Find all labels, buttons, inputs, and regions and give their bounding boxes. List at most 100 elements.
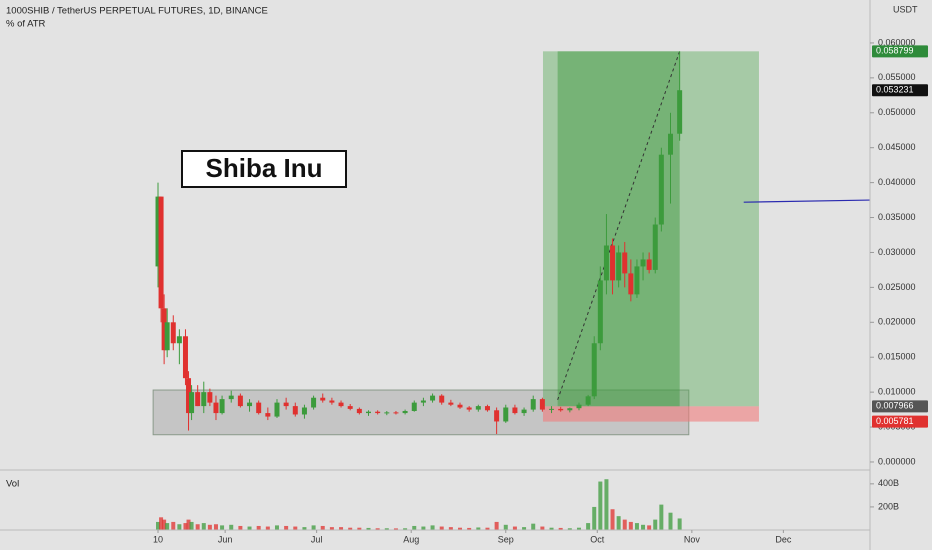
candle-body <box>329 400 335 403</box>
volume-bar <box>207 524 212 530</box>
volume-bar <box>512 526 517 530</box>
volume-bar <box>485 527 490 530</box>
x-tick-label: Nov <box>684 534 701 544</box>
volume-bar <box>567 528 572 530</box>
candle-body <box>411 402 417 411</box>
volume-bar <box>195 524 200 530</box>
y-tick-label: 0.060000 <box>878 37 916 47</box>
volume-bar <box>189 521 194 530</box>
candle-body <box>356 408 362 414</box>
volume-bar <box>171 521 176 530</box>
volume-bar <box>653 519 658 530</box>
volume-bar <box>412 525 417 530</box>
price-tag-label: 0.007966 <box>876 401 914 411</box>
y-tick-label: 0.055000 <box>878 72 916 82</box>
chart-title: 1000SHIB / TetherUS PERPETUAL FUTURES, 1… <box>6 6 268 17</box>
candle-body <box>646 259 652 270</box>
volume-bar <box>531 523 536 530</box>
candle-body <box>189 392 195 414</box>
candle-body <box>301 407 307 415</box>
candle-body <box>539 399 545 410</box>
volume-label: Vol <box>6 479 19 490</box>
volume-bar <box>329 527 334 530</box>
candle-body <box>628 273 634 295</box>
volume-bar <box>201 523 206 530</box>
profit-zone <box>542 51 759 407</box>
x-tick-label: Aug <box>403 534 419 544</box>
candle-body <box>384 412 390 414</box>
volume-bar <box>339 527 344 530</box>
volume-bar <box>598 481 603 530</box>
price-tag-label: 0.005781 <box>876 416 914 426</box>
candle-body <box>576 404 582 409</box>
volume-bar <box>641 524 646 530</box>
volume-bar <box>628 521 633 530</box>
candle-body <box>365 411 371 414</box>
price-tag-label: 0.058799 <box>876 46 914 56</box>
volume-bar <box>357 527 362 530</box>
candle-body <box>585 396 591 405</box>
y-tick-label: 0.040000 <box>878 177 916 187</box>
candle-body <box>512 407 518 414</box>
volume-bar <box>439 526 444 530</box>
trend-line <box>557 51 681 400</box>
volume-bar <box>622 519 627 530</box>
candle-body <box>265 413 271 417</box>
volume-bar <box>403 528 408 530</box>
candle-body <box>667 133 673 155</box>
candle-body <box>164 322 170 351</box>
loss-zone <box>542 406 759 422</box>
volume-bar <box>448 527 453 530</box>
candle-body <box>338 402 344 407</box>
volume-bar <box>229 524 234 530</box>
candle-body <box>347 406 353 409</box>
volume-bar <box>238 525 243 530</box>
volume-bar <box>247 526 252 530</box>
y-tick-label: 0.035000 <box>878 212 916 222</box>
volume-bar <box>177 524 182 530</box>
x-tick-label: Dec <box>775 534 792 544</box>
volume-bar <box>348 527 353 530</box>
candle-body <box>311 397 317 408</box>
volume-bar <box>458 527 463 530</box>
y-tick-label: 0.045000 <box>878 142 916 152</box>
plot <box>152 51 871 530</box>
volume-bar <box>213 524 218 530</box>
volume-bar <box>549 527 554 530</box>
volume-bar <box>668 512 673 530</box>
candle-body <box>439 395 445 403</box>
candle-body <box>283 402 289 407</box>
candle-body <box>201 392 207 407</box>
volume-bar <box>393 528 398 530</box>
candle-body <box>677 90 683 134</box>
candle-body <box>652 224 658 270</box>
volume-bar <box>610 509 615 530</box>
candle-body <box>530 399 536 410</box>
volume-bar <box>284 525 289 530</box>
y-tick-label: 0.015000 <box>878 352 916 362</box>
indicator-label: % of ATR <box>6 19 46 30</box>
annotation: Shiba Inu <box>206 153 323 183</box>
volume-bar <box>165 523 170 530</box>
vol-tick-label: 200B <box>878 501 899 511</box>
x-tick-label: Jun <box>218 534 233 544</box>
candle-body <box>521 409 527 414</box>
candle-body <box>158 196 164 309</box>
price-tag <box>872 84 928 97</box>
candle-body <box>393 412 399 414</box>
candle-body <box>195 392 201 407</box>
volume-bar <box>634 523 639 530</box>
volume-bar <box>293 526 298 530</box>
ray <box>743 199 871 203</box>
candle-body <box>228 395 234 400</box>
y-tick-label: 0.010000 <box>878 387 916 397</box>
price-tag <box>872 400 928 413</box>
candle-body <box>213 402 219 414</box>
annotation-box <box>181 150 347 188</box>
candle-body <box>503 407 509 422</box>
candle-body <box>475 406 481 410</box>
volume-bar <box>494 521 499 530</box>
candle-body <box>622 252 628 274</box>
candle-body <box>558 408 564 411</box>
